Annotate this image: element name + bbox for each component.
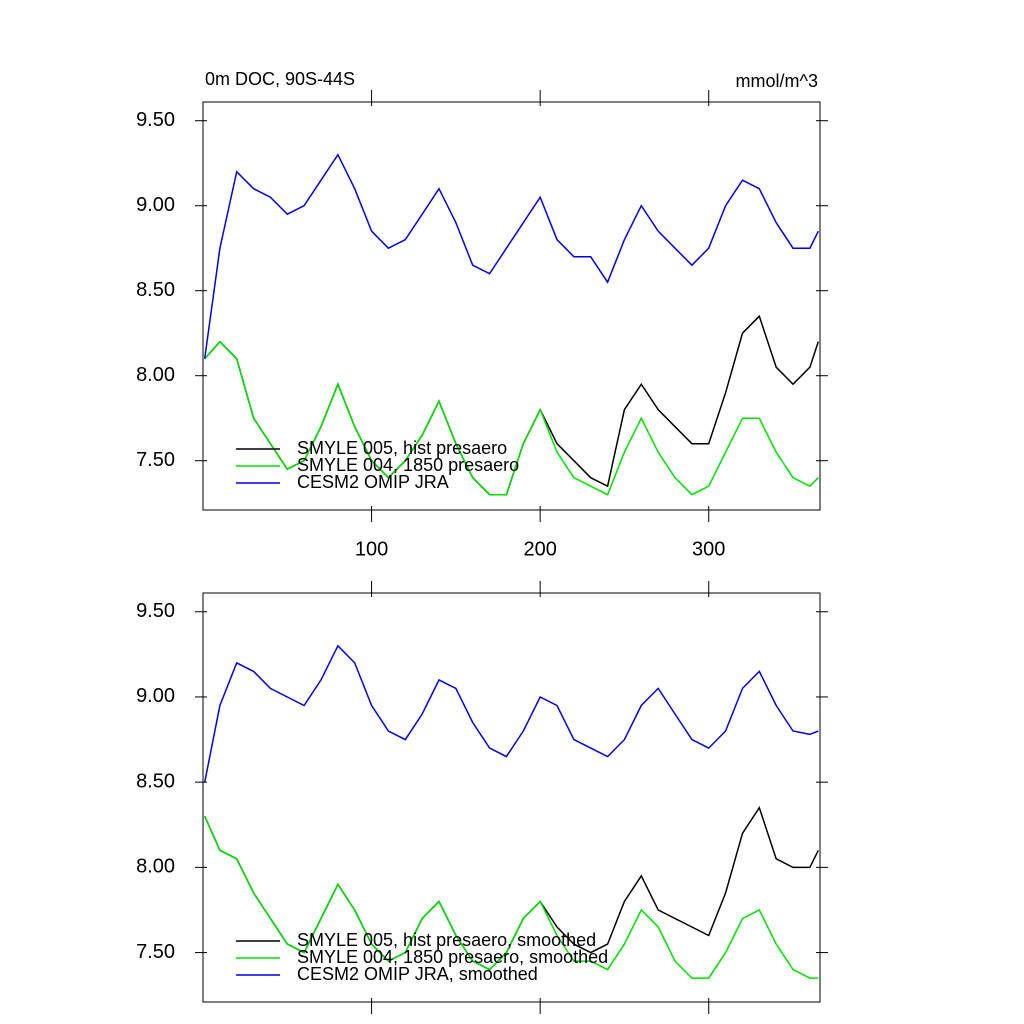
legend-label: CESM2 OMIP JRA xyxy=(297,472,449,492)
y-tick-label: 9.50 xyxy=(136,600,175,622)
y-tick-label: 8.00 xyxy=(136,364,175,386)
legend-label: SMYLE 005, hist presaero, smoothed xyxy=(297,930,596,950)
y-tick-label: 8.00 xyxy=(136,856,175,878)
y-tick-label: 8.50 xyxy=(136,279,175,301)
data-line xyxy=(204,340,819,496)
legend-label: SMYLE 004, 1850 presaero, smoothed xyxy=(297,947,608,967)
chart-title: 0m DOC, 90S-44S xyxy=(205,69,355,89)
y-tick-label: 7.50 xyxy=(136,449,175,471)
x-tick-label: 300 xyxy=(692,538,725,560)
y-tick-label: 7.50 xyxy=(136,941,175,963)
x-tick-label: 100 xyxy=(355,538,388,560)
plot-frame xyxy=(202,101,821,511)
data-line xyxy=(203,153,819,359)
data-line xyxy=(203,644,819,783)
legend-label: CESM2 OMIP JRA, smoothed xyxy=(297,964,538,984)
legend-label: SMYLE 004, 1850 presaero xyxy=(297,455,519,475)
y-tick-label: 9.00 xyxy=(136,685,175,707)
y-tick-label: 8.50 xyxy=(136,770,175,792)
legend-label: SMYLE 005, hist presaero xyxy=(297,438,507,458)
x-tick-label: 200 xyxy=(523,538,556,560)
data-line xyxy=(204,815,819,979)
units-label: mmol/m^3 xyxy=(736,71,818,91)
y-tick-label: 9.50 xyxy=(136,109,175,131)
plot-frame xyxy=(202,592,821,1003)
y-tick-label: 9.00 xyxy=(136,194,175,216)
